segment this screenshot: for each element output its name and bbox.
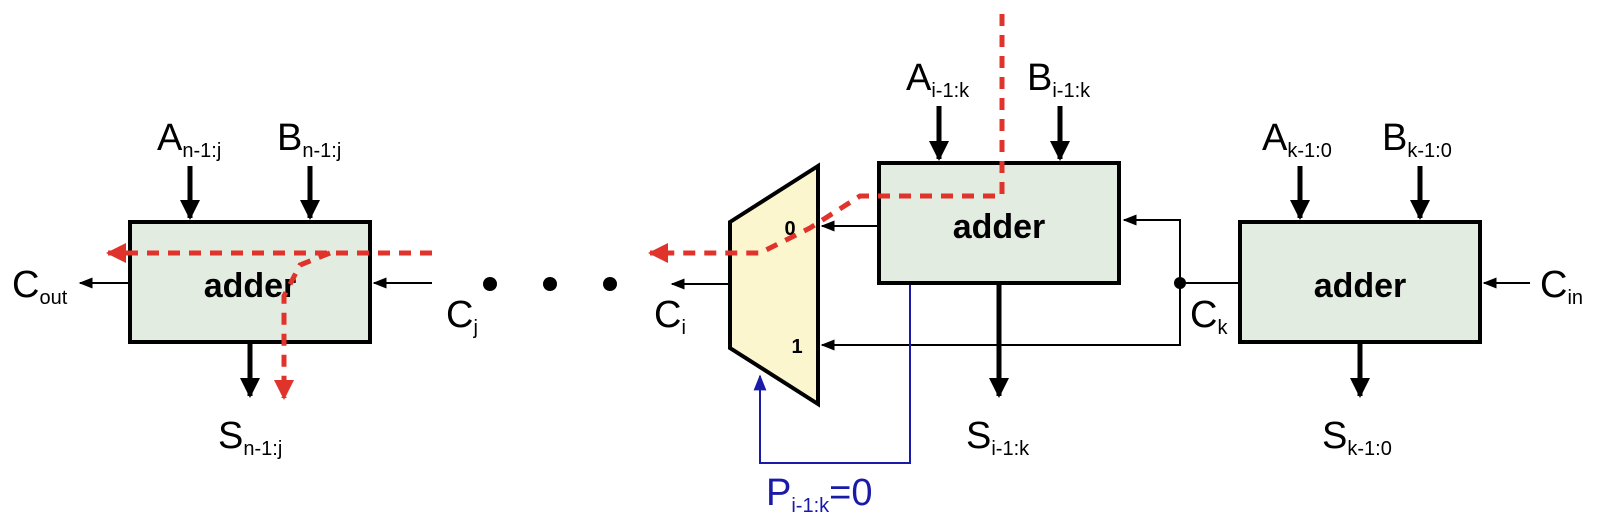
right-adder-block — [1238, 220, 1482, 344]
c-in-label: Cin — [1540, 264, 1583, 309]
c-j-label: Cj — [446, 294, 478, 339]
middle-adder-label: adder — [953, 208, 1046, 246]
a-right-label: Ak-1:0 — [1262, 117, 1332, 162]
b-mid-label: Bi-1:k — [1027, 57, 1091, 102]
critical-path-left-down — [274, 250, 331, 400]
right-adder-label: adder — [1314, 267, 1407, 305]
critical-path-top — [648, 14, 1005, 263]
middle-adder-block — [877, 161, 1121, 285]
left-adder-label: adder — [204, 267, 297, 305]
ellipsis-dot-2 — [543, 277, 557, 291]
s-left-label: Sn-1:j — [218, 415, 282, 460]
ellipsis-dot-3 — [603, 277, 617, 291]
p-select-label: Pi-1:k=0 — [766, 472, 872, 517]
s-mid-label: Si-1:k — [966, 415, 1030, 460]
mux-input-0-label: 0 — [784, 218, 795, 240]
propagate-select-wire — [753, 285, 911, 464]
c-out-label: Cout — [12, 264, 68, 309]
s-right-label: Sk-1:0 — [1322, 415, 1392, 460]
a-mid-label: Ai-1:k — [906, 57, 970, 102]
b-left-label: Bn-1:j — [277, 117, 341, 162]
c-k-label: Ck — [1190, 294, 1228, 339]
c-i-label: Ci — [654, 294, 686, 339]
ellipsis-dot-1 — [483, 277, 497, 291]
ck-to-mux1-wire — [820, 283, 1181, 351]
multiplexer — [728, 162, 820, 408]
a-left-label: An-1:j — [157, 117, 221, 162]
ck-to-mid-adder-wire — [1122, 214, 1181, 283]
b-right-label: Bk-1:0 — [1382, 117, 1452, 162]
mux-input-1-label: 1 — [791, 336, 802, 358]
